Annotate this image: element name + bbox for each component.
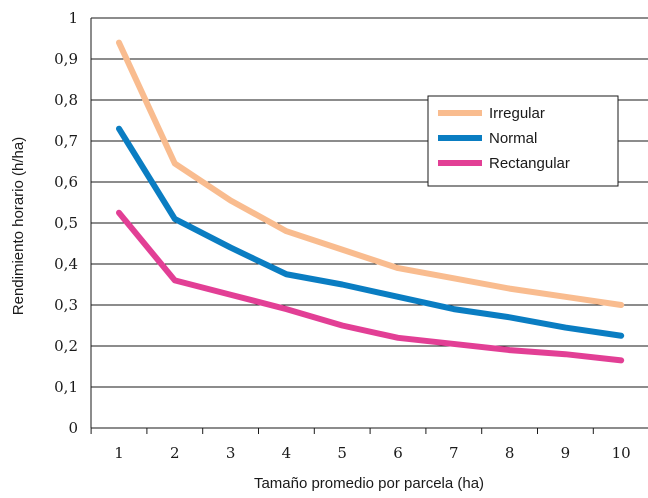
y-tick-label: 0,1 bbox=[54, 378, 78, 396]
x-axis-ticks: 1 2 3 4 5 6 7 8 9 10 bbox=[90, 428, 631, 462]
y-tick-label: 1 bbox=[68, 9, 78, 27]
y-tick-label: 0,3 bbox=[54, 296, 78, 314]
x-tick-label: 2 bbox=[170, 444, 180, 462]
y-tick-label: 0,4 bbox=[54, 255, 78, 273]
x-tick-label: 1 bbox=[114, 444, 124, 462]
legend-label: Irregular bbox=[489, 105, 545, 122]
series-line-rectangular bbox=[116, 209, 625, 364]
legend: Irregular Normal Rectangular bbox=[427, 95, 619, 187]
series-lines bbox=[116, 39, 625, 364]
y-tick-label: 0,2 bbox=[54, 337, 78, 355]
x-tick-label: 9 bbox=[561, 444, 571, 462]
legend-label: Rectangular bbox=[489, 155, 570, 172]
y-tick-label: 0,8 bbox=[54, 91, 78, 109]
x-tick-label: 10 bbox=[612, 444, 631, 462]
x-tick-label: 5 bbox=[337, 444, 347, 462]
y-axis-title: Rendimiento horario (h/ha) bbox=[10, 137, 27, 315]
series-line-normal bbox=[116, 125, 625, 339]
series-line-irregular bbox=[116, 39, 625, 308]
x-tick-label: 4 bbox=[282, 444, 292, 462]
x-axis-title: Tamaño promedio por parcela (ha) bbox=[254, 475, 484, 492]
gridlines bbox=[91, 17, 648, 388]
y-tick-label: 0 bbox=[68, 419, 78, 437]
x-tick-label: 3 bbox=[226, 444, 236, 462]
y-tick-label: 0,6 bbox=[54, 173, 78, 191]
x-tick-label: 6 bbox=[393, 444, 403, 462]
x-tick-label: 7 bbox=[449, 444, 459, 462]
y-tick-label: 0,9 bbox=[54, 50, 78, 68]
y-tick-label: 0,7 bbox=[54, 132, 78, 150]
y-tick-label: 0,5 bbox=[54, 214, 78, 232]
legend-label: Normal bbox=[489, 130, 537, 147]
y-axis-ticks: 0 0,1 0,2 0,3 0,4 0,5 0,6 0,7 0,8 0,9 1 bbox=[54, 9, 78, 437]
x-tick-label: 8 bbox=[505, 444, 515, 462]
